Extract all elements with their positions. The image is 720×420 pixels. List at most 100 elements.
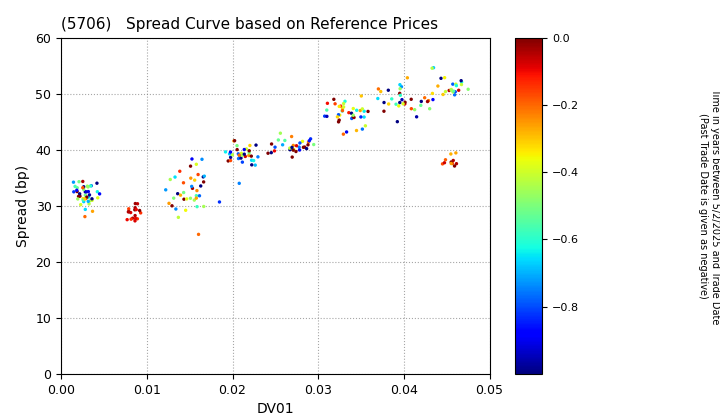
Point [189,197,200,203]
Point [382,87,394,94]
Point [186,183,197,190]
Point [390,101,402,108]
Point [432,83,444,89]
Point [160,186,171,193]
Point [359,114,370,121]
Point [78,197,89,203]
Point [77,178,89,185]
Point [191,192,202,199]
Point [348,105,359,112]
Point [395,85,406,92]
Point [214,199,225,205]
Point [446,160,458,167]
Point [92,194,104,201]
Point [338,104,349,110]
Point [438,159,450,166]
Point [233,150,244,157]
Point [394,90,405,97]
Point [220,149,231,155]
Point [251,142,262,148]
Point [170,206,181,213]
Point [178,179,189,186]
Point [354,107,366,114]
Point [336,108,348,114]
Point [231,146,243,153]
Point [448,157,459,164]
Point [192,187,203,194]
Point [428,64,439,71]
Point [73,193,84,200]
Point [79,206,91,213]
Point [78,184,89,190]
Point [338,131,349,137]
Point [287,144,298,151]
Point [284,145,295,152]
Point [248,157,259,164]
Point [456,81,467,88]
Y-axis label: Spread (bp): Spread (bp) [16,165,30,247]
Point [329,100,341,107]
Point [228,138,240,144]
Point [250,162,261,168]
Point [246,162,258,168]
Point [284,146,296,153]
Point [229,137,240,144]
Point [77,195,89,202]
Point [446,160,457,167]
Point [85,183,96,189]
Point [277,142,289,148]
Point [72,196,84,202]
Point [266,141,277,147]
Point [224,150,235,157]
Point [437,91,449,98]
Point [269,144,281,150]
Point [185,195,197,202]
Point [246,157,257,163]
Text: Time in years between 5/2/2025 and Trade Date
(Past Trade Date is given as negat: Time in years between 5/2/2025 and Trade… [698,88,720,324]
Point [168,195,179,202]
Point [372,95,384,102]
Point [197,156,208,163]
Point [394,99,405,106]
Point [172,190,184,197]
Point [123,208,135,215]
Point [440,88,451,95]
Point [394,81,405,88]
Point [233,155,244,162]
Point [273,136,284,143]
Point [235,150,247,157]
Point [194,192,205,199]
Point [405,96,417,102]
Point [75,201,86,208]
Point [186,185,198,192]
Point [351,107,362,114]
Point [308,141,320,148]
Point [240,153,251,160]
Point [222,158,234,164]
Point [130,206,142,213]
Point [304,137,315,144]
Point [455,77,467,84]
Point [243,147,255,154]
Point [179,196,190,202]
Point [332,113,343,120]
Point [125,216,137,223]
Point [240,146,252,152]
Point [225,149,236,155]
Point [399,101,410,108]
Point [348,113,359,120]
Point [373,86,384,92]
Point [339,98,351,105]
Point [132,200,143,207]
Point [426,65,438,71]
Point [80,195,91,202]
Point [302,142,314,148]
Point [449,163,460,169]
Point [286,133,297,140]
Point [91,188,103,195]
Point [338,100,349,107]
Point [231,142,243,149]
Point [235,155,247,161]
Point [440,156,451,163]
Point [302,139,314,145]
